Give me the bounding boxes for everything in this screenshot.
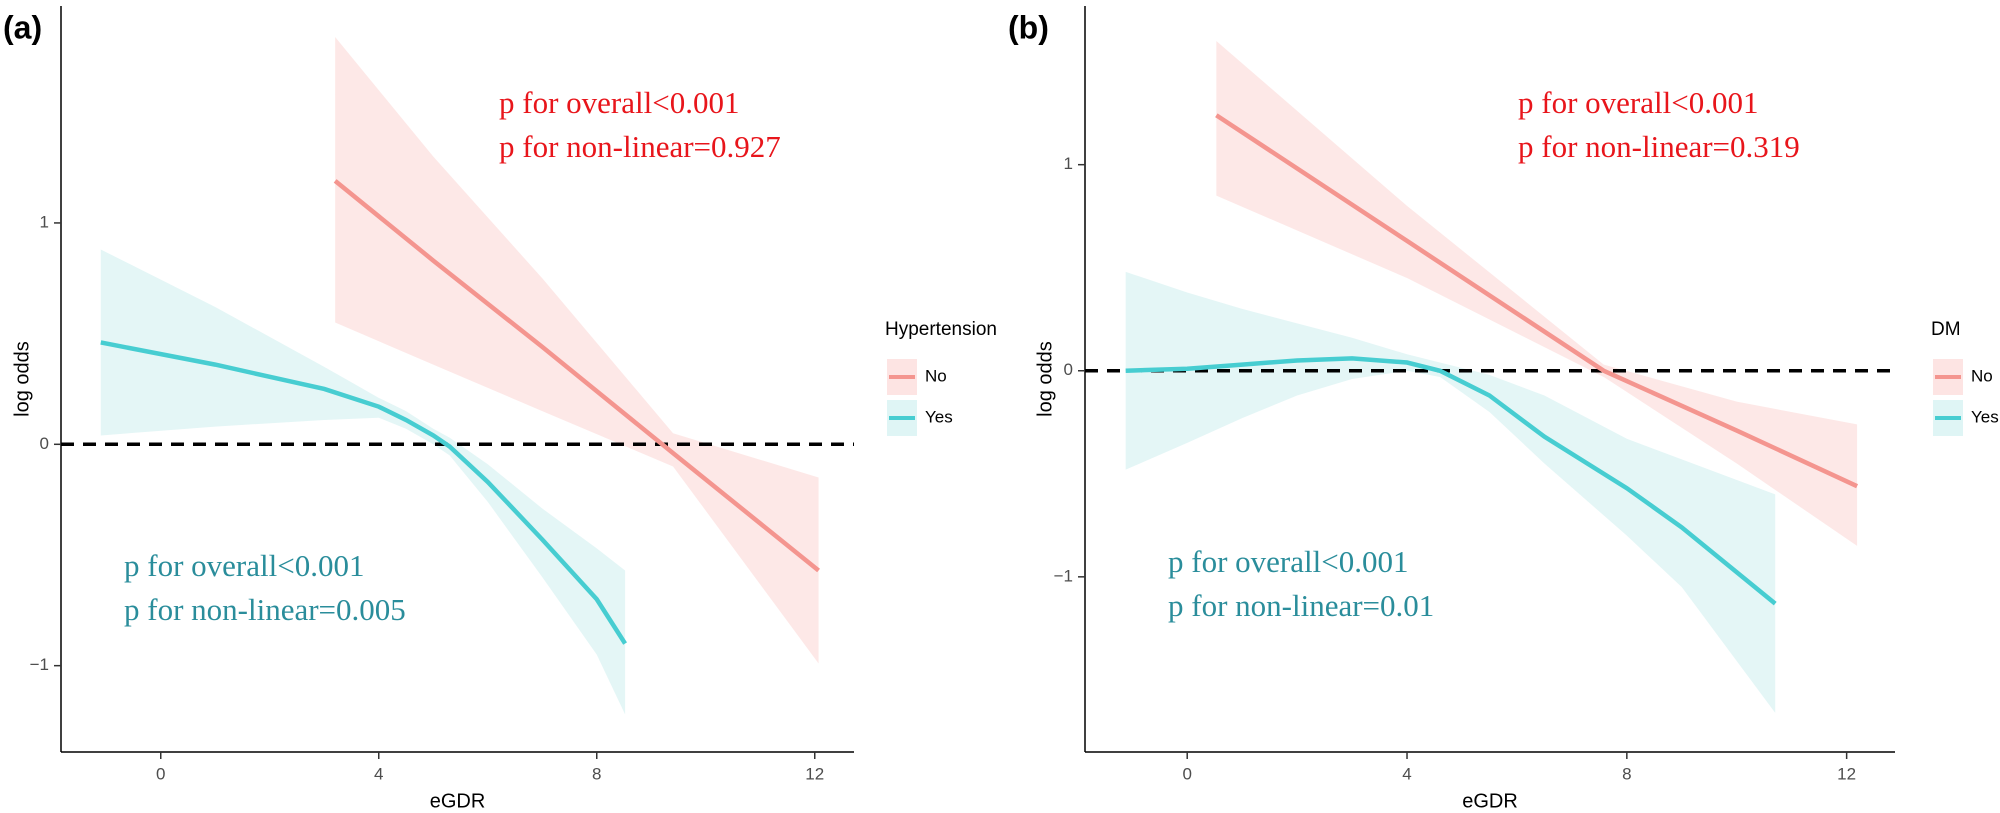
annotation: p for overall<0.001 (124, 548, 364, 583)
panel-label: (a) (3, 9, 42, 45)
y-tick-label: −1 (1054, 566, 1073, 585)
legend-label: No (925, 366, 947, 385)
legend-label: No (1971, 366, 1993, 385)
x-tick-label: 4 (1402, 764, 1411, 783)
y-axis-label: log odds (11, 341, 33, 417)
series-line (1125, 356, 1777, 606)
confidence-band (100, 249, 626, 715)
x-tick-label: 0 (1182, 764, 1191, 783)
annotation: p for non-linear=0.927 (499, 129, 781, 164)
x-axis-label: eGDR (1462, 790, 1518, 812)
x-tick-label: 0 (156, 764, 165, 783)
legend-title: DM (1931, 319, 1961, 340)
confidence-band (335, 36, 819, 664)
y-tick-label: 0 (40, 434, 49, 453)
legend-label: Yes (1971, 407, 1999, 426)
annotation: p for non-linear=0.01 (1168, 588, 1434, 623)
y-tick-label: 1 (40, 212, 49, 231)
legend-title: Hypertension (885, 319, 997, 340)
x-tick-label: 8 (1622, 764, 1631, 783)
y-tick-label: −1 (30, 655, 49, 674)
y-axis-label: log odds (1034, 341, 1056, 417)
annotation: p for overall<0.001 (1518, 85, 1758, 120)
confidence-band (1216, 41, 1858, 546)
series-line (1215, 113, 1859, 489)
series-line (333, 179, 820, 573)
legend-label: Yes (925, 407, 953, 426)
x-axis-label: eGDR (430, 790, 486, 812)
x-tick-label: 4 (374, 764, 383, 783)
panel-label: (b) (1008, 9, 1049, 45)
x-tick-label: 8 (592, 764, 601, 783)
x-tick-label: 12 (1837, 764, 1856, 783)
annotation: p for overall<0.001 (499, 85, 739, 120)
confidence-band (1125, 271, 1776, 713)
x-tick-label: 12 (805, 764, 824, 783)
annotation: p for overall<0.001 (1168, 544, 1408, 579)
annotation: p for non-linear=0.319 (1518, 129, 1800, 164)
y-tick-label: 0 (1064, 360, 1073, 379)
series-line (100, 340, 627, 645)
annotation: p for non-linear=0.005 (124, 592, 406, 627)
y-tick-label: 1 (1064, 154, 1073, 173)
